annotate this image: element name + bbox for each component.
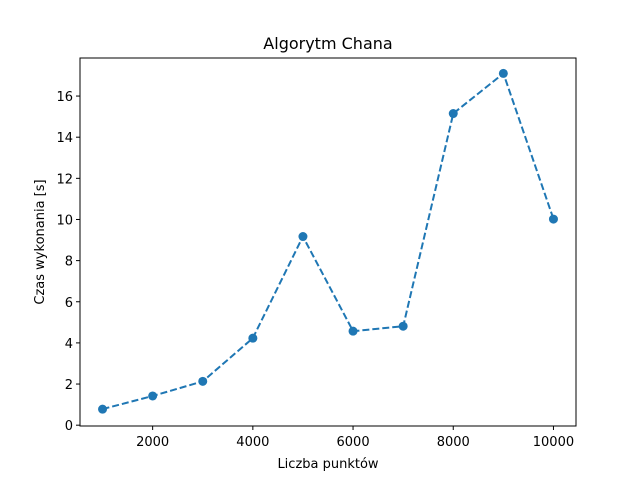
series-line xyxy=(102,71,555,411)
data-point xyxy=(198,376,208,386)
y-tick-label: 12 xyxy=(56,172,73,187)
series-group xyxy=(98,68,558,414)
data-point xyxy=(98,404,108,414)
data-point xyxy=(148,391,158,401)
data-point xyxy=(548,214,558,224)
y-tick-label: 10 xyxy=(56,213,73,228)
x-tick-label: 10000 xyxy=(533,435,574,450)
x-axis-label: Liczba punktów xyxy=(277,457,378,472)
y-ticks: 0 2 4 6 8 10 12 14 16 xyxy=(56,90,80,434)
y-axis-label: Czas wykonania [s] xyxy=(33,179,48,304)
chart-title: Algorytm Chana xyxy=(263,34,392,53)
y-tick-label: 16 xyxy=(56,90,73,105)
x-tick-label: 6000 xyxy=(337,435,370,450)
plot-frame xyxy=(79,57,577,427)
data-point xyxy=(398,321,408,331)
x-tick-label: 2000 xyxy=(136,435,169,450)
data-point xyxy=(448,109,458,119)
data-point xyxy=(248,333,258,343)
y-tick-label: 14 xyxy=(56,131,73,146)
x-tick-label: 8000 xyxy=(437,435,470,450)
x-tick-label: 4000 xyxy=(236,435,269,450)
y-tick-label: 0 xyxy=(65,419,73,434)
data-point xyxy=(348,326,358,336)
y-tick-label: 6 xyxy=(65,296,73,311)
x-ticks: 2000 4000 6000 8000 10000 xyxy=(136,426,574,450)
data-point xyxy=(298,232,308,242)
y-tick-label: 2 xyxy=(65,378,73,393)
y-tick-label: 4 xyxy=(65,337,73,352)
y-tick-label: 8 xyxy=(65,255,73,270)
data-point xyxy=(498,68,508,78)
